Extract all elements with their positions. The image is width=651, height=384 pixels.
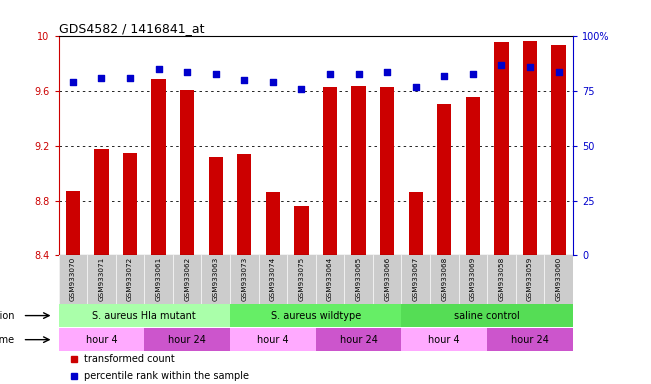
Text: GSM933070: GSM933070 (70, 257, 76, 301)
Point (553, 68, 564, 74)
Bar (230, 328, 316, 351)
Bar (551, 45, 566, 255)
Text: S. aureus wildtype: S. aureus wildtype (271, 311, 361, 321)
Point (268, 79, 278, 86)
Point (411, 84, 421, 90)
Text: infection: infection (0, 311, 15, 321)
Text: percentile rank within the sample: percentile rank within the sample (84, 371, 249, 381)
Text: GSM933062: GSM933062 (184, 257, 190, 301)
Point (296, 86, 307, 92)
Bar (152, 79, 166, 255)
Bar (145, 328, 230, 351)
Point (125, 75, 135, 81)
Bar (437, 104, 451, 255)
Bar (94, 149, 109, 255)
Bar (66, 191, 80, 255)
Point (439, 73, 449, 79)
Text: S. aureus Hla mutant: S. aureus Hla mutant (92, 311, 196, 321)
Point (382, 68, 393, 74)
Text: hour 4: hour 4 (257, 335, 288, 345)
Bar (59, 328, 145, 351)
Point (96, 75, 107, 81)
Bar (316, 328, 402, 351)
Bar (323, 87, 337, 255)
Text: hour 24: hour 24 (340, 335, 378, 345)
Text: GSM933059: GSM933059 (527, 257, 533, 301)
Text: GSM933075: GSM933075 (298, 257, 305, 301)
Text: GSM933060: GSM933060 (555, 257, 562, 301)
Bar (523, 41, 537, 255)
Point (182, 68, 192, 74)
Text: GSM933068: GSM933068 (441, 257, 447, 301)
Bar (208, 157, 223, 255)
Point (68, 79, 78, 86)
Bar (180, 90, 194, 255)
Point (325, 71, 335, 77)
Text: hour 24: hour 24 (511, 335, 549, 345)
Text: GDS4582 / 1416841_at: GDS4582 / 1416841_at (59, 22, 204, 35)
Text: transformed count: transformed count (84, 354, 175, 364)
Bar (409, 192, 423, 255)
Text: GSM933071: GSM933071 (98, 257, 104, 301)
Text: GSM933067: GSM933067 (413, 257, 419, 301)
Text: GSM933072: GSM933072 (127, 257, 133, 301)
Text: time: time (0, 335, 15, 345)
Point (239, 77, 249, 83)
Text: GSM933073: GSM933073 (242, 257, 247, 301)
Bar (266, 192, 280, 255)
Bar (465, 97, 480, 255)
Text: hour 4: hour 4 (86, 335, 117, 345)
Text: GSM933069: GSM933069 (470, 257, 476, 301)
Point (525, 64, 535, 70)
Point (496, 62, 506, 68)
Text: GSM933061: GSM933061 (156, 257, 161, 301)
Point (467, 71, 478, 77)
Text: saline control: saline control (454, 311, 520, 321)
Bar (123, 153, 137, 255)
Text: GSM933065: GSM933065 (355, 257, 361, 301)
Bar (402, 304, 573, 327)
Bar (487, 328, 573, 351)
Bar (380, 87, 395, 255)
Point (210, 71, 221, 77)
Bar (230, 304, 402, 327)
Point (154, 66, 164, 73)
Text: GSM933064: GSM933064 (327, 257, 333, 301)
Text: hour 4: hour 4 (428, 335, 460, 345)
Bar (494, 42, 508, 255)
Text: GSM933063: GSM933063 (213, 257, 219, 301)
Bar (59, 304, 230, 327)
Text: hour 24: hour 24 (168, 335, 206, 345)
Bar (352, 86, 366, 255)
Bar (237, 154, 251, 255)
Text: GSM933058: GSM933058 (499, 257, 505, 301)
Text: GSM933066: GSM933066 (384, 257, 390, 301)
Bar (402, 328, 487, 351)
Point (353, 71, 364, 77)
Bar (294, 206, 309, 255)
Text: GSM933074: GSM933074 (270, 257, 276, 301)
